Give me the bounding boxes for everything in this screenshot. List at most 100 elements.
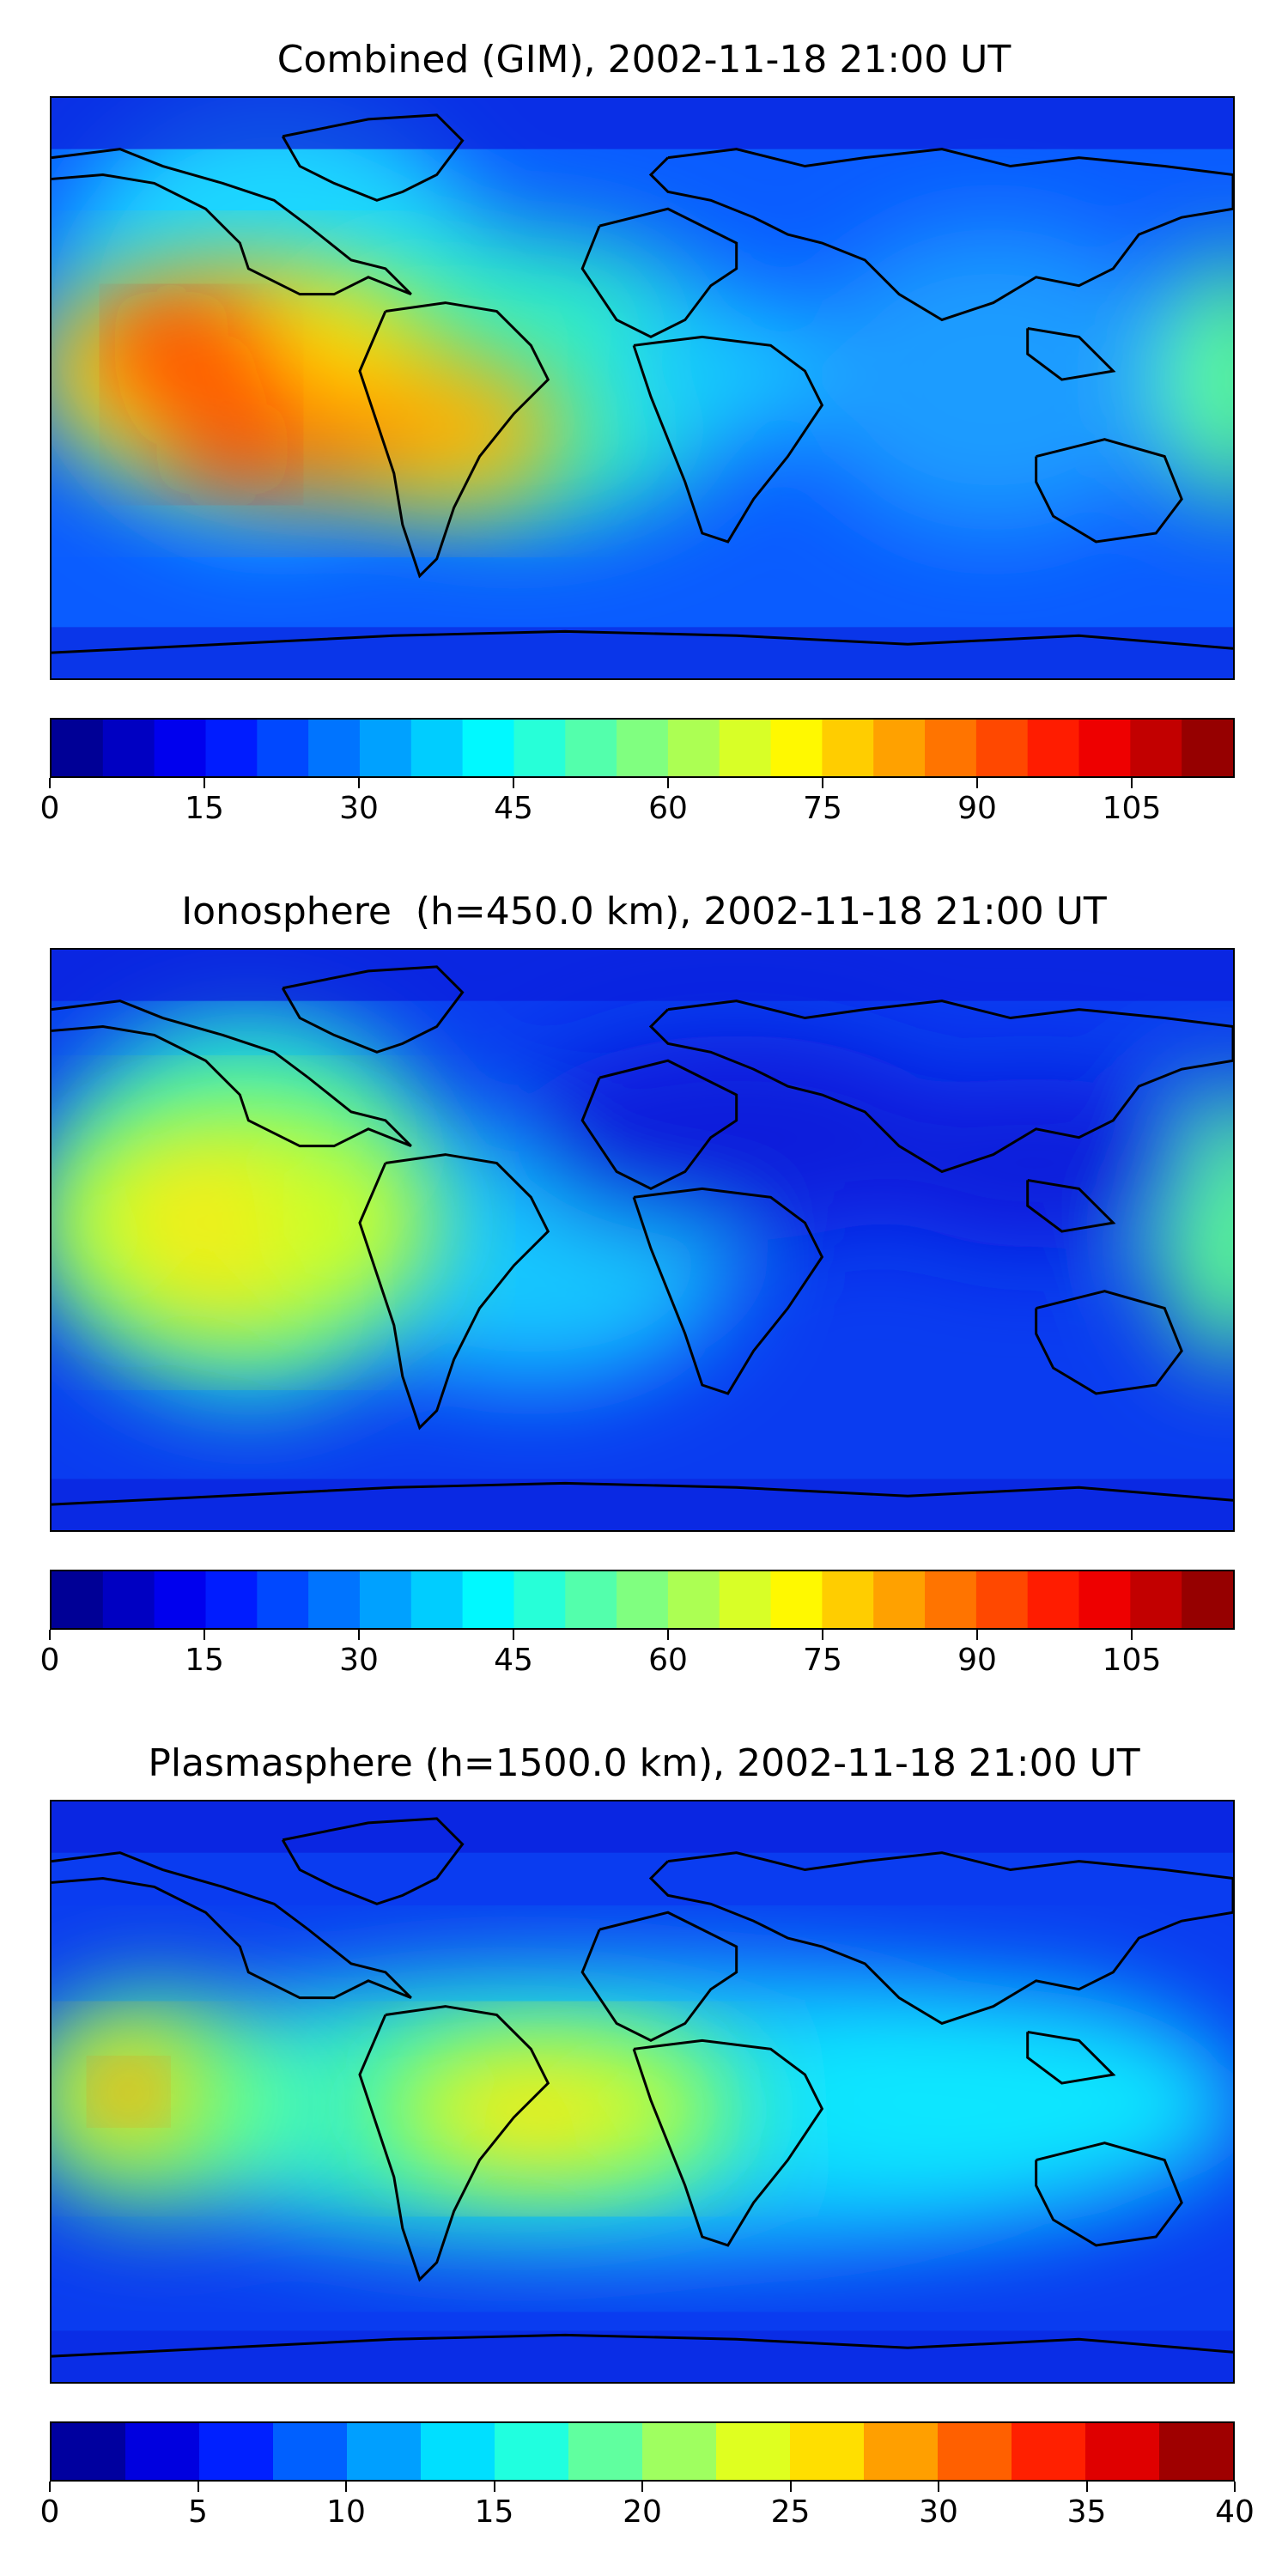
colorbar-tick-mark (667, 778, 669, 788)
colorbar-swatch (308, 720, 361, 776)
colorbar-tick-label: 40 (1215, 2494, 1255, 2530)
colorbar-swatch (1078, 720, 1131, 776)
colorbar-tick-mark (513, 778, 514, 788)
colorbar-swatch (52, 720, 104, 776)
colorbar-swatch (770, 1571, 823, 1628)
colorbar-tick-mark (345, 2482, 347, 2492)
colorbar-swatch (716, 2423, 791, 2480)
colorbar-swatch (617, 720, 669, 776)
colorbar-swatch (822, 1571, 874, 1628)
colorbar-swatch (513, 720, 566, 776)
colorbar-tick-mark (822, 1630, 823, 1640)
colorbar-tick-label: 15 (185, 791, 224, 826)
colorbar-swatch (790, 2423, 865, 2480)
colorbar-swatch (667, 720, 720, 776)
colorbar-tick-label: 30 (339, 791, 379, 826)
heatmap-ionosphere (52, 950, 1233, 1530)
colorbar-tick-label: 30 (339, 1643, 379, 1678)
colorbar-swatch (1012, 2423, 1086, 2480)
colorbar-tick-label: 35 (1066, 2494, 1107, 2530)
colorbar-swatch (925, 1571, 977, 1628)
colorbar-ticks: 0 15 30 45 60 75 90 105 (40, 778, 1235, 829)
colorbar-swatch (719, 720, 772, 776)
colorbar-tick-label: 105 (1102, 1643, 1162, 1678)
colorbar-swatch (568, 2423, 643, 2480)
colorbar-tick-label: 45 (494, 1643, 533, 1678)
colorbar-swatch (1130, 1571, 1182, 1628)
chart-title: Plasmasphere (h=1500.0 km), 2002-11-18 2… (148, 1741, 1140, 1785)
colorbar-swatch (864, 2423, 939, 2480)
colorbar-tick-label: 45 (494, 791, 533, 826)
colorbar-tick-mark (1085, 2482, 1088, 2492)
colorbar-swatch (359, 1571, 412, 1628)
colorbar-swatch (410, 720, 464, 776)
colorbar-tick-mark (49, 2482, 51, 2492)
colorbar-swatch (873, 1571, 926, 1628)
coastlines (52, 113, 1233, 654)
colorbar-swatch (410, 1571, 464, 1628)
heatmap-combined (52, 98, 1233, 678)
colorbar-tick-label: 75 (803, 791, 842, 826)
colorbar-swatch (52, 1571, 104, 1628)
colorbar-swatch (205, 720, 258, 776)
colorbar-tick-label: 15 (185, 1643, 224, 1678)
colorbar-swatch (1085, 2423, 1160, 2480)
colorbar-swatch (102, 1571, 155, 1628)
colorbar-tick-mark (976, 1630, 978, 1640)
colorbar-swatch (495, 2423, 569, 2480)
colorbar-swatch (1078, 1571, 1131, 1628)
colorbar-tick-label: 60 (648, 791, 688, 826)
colorbar-tick-mark (493, 2482, 495, 2492)
colorbar-swatch (925, 720, 977, 776)
colorbar-swatch (938, 2423, 1012, 2480)
colorbar-tick-mark (1234, 2482, 1236, 2492)
coastlines (52, 965, 1233, 1506)
colorbar-swatch (975, 1571, 1029, 1628)
colorbar-swatch (125, 2423, 200, 2480)
colorbar-tick-mark (197, 2482, 199, 2492)
colorbar-swatch (565, 1571, 617, 1628)
colorbar-combined (50, 718, 1235, 778)
colorbar-plasmasphere (50, 2421, 1235, 2482)
colorbar-tick-mark (1131, 1630, 1133, 1640)
colorbar-swatch (421, 2423, 495, 2480)
heatmap-plasmasphere (52, 1801, 1233, 2382)
colorbar-swatch (359, 720, 412, 776)
colorbar-swatch (102, 720, 155, 776)
colorbar-swatch (52, 2423, 126, 2480)
colorbar-tick-mark (49, 1630, 51, 1640)
colorbar-tick-mark (513, 1630, 514, 1640)
colorbar-swatches (52, 1571, 1233, 1628)
colorbar-swatch (199, 2423, 274, 2480)
colorbar-swatch (1182, 720, 1233, 776)
colorbar-swatch (154, 1571, 207, 1628)
colorbar-tick-mark (358, 778, 360, 788)
colorbar-swatch (667, 1571, 720, 1628)
colorbar-ticks: 0 15 30 45 60 75 90 105 (40, 1630, 1235, 1681)
colorbar-swatch (462, 1571, 515, 1628)
colorbar-tick-label: 0 (39, 1643, 60, 1678)
colorbar-swatch (822, 720, 874, 776)
colorbar-tick-label: 10 (326, 2494, 366, 2530)
colorbar-swatch (565, 720, 617, 776)
colorbar-swatch (513, 1571, 566, 1628)
colorbar-tick-mark (938, 2482, 939, 2492)
colorbar-swatch (1182, 1571, 1233, 1628)
colorbar-swatch (1027, 1571, 1080, 1628)
colorbar-tick-mark (49, 778, 51, 788)
colorbar-tick-label: 30 (919, 2494, 958, 2530)
colorbar-swatch (975, 720, 1029, 776)
chart-title: Ionosphere (h=450.0 km), 2002-11-18 21:0… (181, 890, 1107, 933)
colorbar-swatch (273, 2423, 348, 2480)
colorbar-tick-label: 60 (648, 1643, 688, 1678)
colorbar-swatch (308, 1571, 361, 1628)
colorbar-swatch (205, 1571, 258, 1628)
colorbar-tick-label: 105 (1102, 791, 1162, 826)
colorbar-tick-mark (789, 2482, 792, 2492)
colorbar-tick-mark (358, 1630, 360, 1640)
colorbar-tick-mark (822, 778, 823, 788)
colorbar-swatch (1027, 720, 1080, 776)
colorbar-swatch (617, 1571, 669, 1628)
colorbar-tick-label: 0 (39, 791, 60, 826)
colorbar-swatch (1130, 720, 1182, 776)
